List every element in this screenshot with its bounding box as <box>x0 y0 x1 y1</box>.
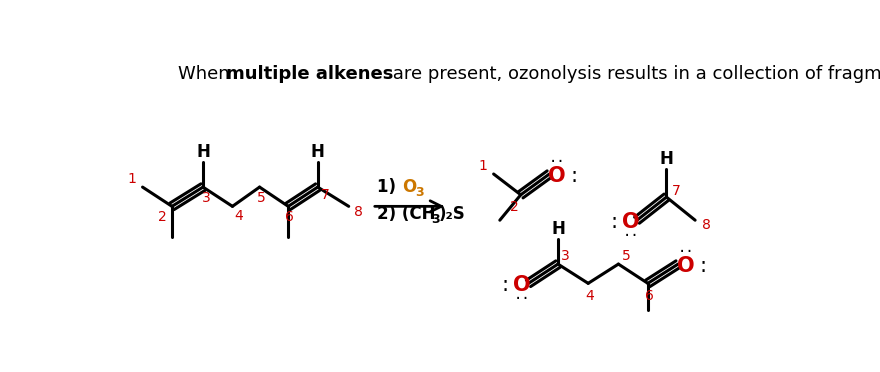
Text: O: O <box>622 212 640 232</box>
Text: 1: 1 <box>128 172 136 186</box>
Text: 3: 3 <box>202 191 210 205</box>
Text: 6: 6 <box>285 210 294 224</box>
Text: O: O <box>402 178 416 196</box>
Text: O: O <box>548 166 566 186</box>
Text: 3: 3 <box>415 186 424 199</box>
Text: :: : <box>571 166 578 186</box>
Text: H: H <box>196 144 210 161</box>
Text: 4: 4 <box>234 209 243 222</box>
Text: ··: ·· <box>678 245 694 259</box>
Text: :: : <box>502 275 509 295</box>
Text: :: : <box>700 256 707 276</box>
Text: 8: 8 <box>354 205 363 219</box>
Text: 5: 5 <box>257 191 266 205</box>
Text: multiple alkenes: multiple alkenes <box>226 65 393 83</box>
Text: 5: 5 <box>622 249 631 263</box>
Text: 2: 2 <box>158 210 167 224</box>
Text: ··: ·· <box>514 292 531 306</box>
Text: 8: 8 <box>701 218 710 232</box>
Text: ··: ·· <box>622 229 639 243</box>
Text: 3: 3 <box>561 249 570 263</box>
Text: O: O <box>677 256 694 276</box>
Text: 1: 1 <box>479 159 488 173</box>
Text: :: : <box>610 212 617 232</box>
Text: 4: 4 <box>585 289 594 303</box>
Text: H: H <box>551 220 565 238</box>
Text: )₂S: )₂S <box>438 205 466 223</box>
Text: H: H <box>659 150 673 169</box>
Text: 7: 7 <box>321 188 330 202</box>
Text: 7: 7 <box>671 184 680 198</box>
Text: 3: 3 <box>431 213 439 226</box>
Text: When: When <box>179 65 236 83</box>
Text: 6: 6 <box>645 289 654 303</box>
Text: H: H <box>311 144 325 161</box>
Text: 1): 1) <box>378 178 402 196</box>
Text: ··: ·· <box>549 155 566 169</box>
Text: are present, ozonolysis results in a collection of fragments: are present, ozonolysis results in a col… <box>386 65 880 83</box>
Text: 2: 2 <box>510 200 519 214</box>
Text: O: O <box>514 275 532 295</box>
Text: 2) (CH: 2) (CH <box>378 205 436 223</box>
